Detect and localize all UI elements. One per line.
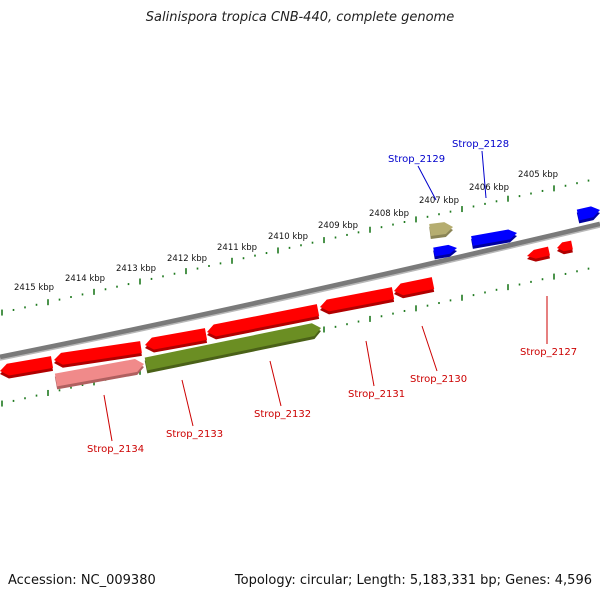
leader-line [417,165,437,201]
gene-red-edge [0,356,54,379]
leader-line [365,340,375,387]
gene-label: Strop_2134 [87,444,144,455]
gene-labels: Strop_2127 Strop_2128 Strop_2129 Strop_2130… [87,139,577,455]
scale-label: 2408 kbp [369,209,409,219]
scale-label: 2411 kbp [217,243,257,253]
gene-strop-2132-olive [144,323,321,374]
scale-label: 2406 kbp [469,183,509,193]
leader-line [421,325,438,372]
genome-backbone-shade [0,226,600,361]
gene-features [0,206,600,390]
leader-line [269,360,282,407]
leader-line [481,150,487,199]
leader-line [103,394,113,442]
scale-label: 2405 kbp [518,170,558,180]
gene-strop-2134-red [54,341,142,368]
scale-label: 2409 kbp [318,221,358,231]
map-title: Salinispora tropica CNB-440, complete ge… [145,10,455,25]
gene-strop-2129 [429,222,453,239]
scale-label: 2413 kbp [116,264,156,274]
scale-label: 2414 kbp [65,274,105,284]
scale-label: 2412 kbp [167,254,207,264]
gene-blue-top [576,206,600,224]
genome-backbone [0,221,600,360]
scale-labels: 2405 kbp 2406 kbp 2407 kbp 2408 kbp 2409 kbp… [14,170,558,293]
scale-label: 2407 kbp [419,196,459,206]
gene-label: Strop_2127 [520,347,577,358]
gene-strop-2128 [471,229,517,249]
accession-text: Accession: NC_009380 [8,573,156,588]
gene-strop-2133-red [145,328,208,353]
gene-strop-2131 [320,287,395,315]
gene-strop-2134-pink [54,359,144,390]
gene-label: Strop_2128 [452,139,509,150]
gene-label: Strop_2131 [348,389,405,400]
gene-strop-2127 [527,246,550,262]
gene-label: Strop_2133 [166,429,223,440]
gene-red-small [557,240,573,255]
scale-label: 2415 kbp [14,283,54,293]
gene-strop-2132-red [207,304,320,340]
gene-blue-small [433,244,457,260]
scale-label: 2410 kbp [268,232,308,242]
leader-line [181,379,194,427]
label-leader-lines [103,150,548,442]
gene-label: Strop_2132 [254,409,311,420]
gene-strop-2130 [394,277,435,299]
gene-label: Strop_2130 [410,374,467,385]
outer-scale-ticks [1,179,590,316]
gene-label: Strop_2129 [388,154,445,165]
genome-summary-text: Topology: circular; Length: 5,183,331 bp… [234,573,592,588]
